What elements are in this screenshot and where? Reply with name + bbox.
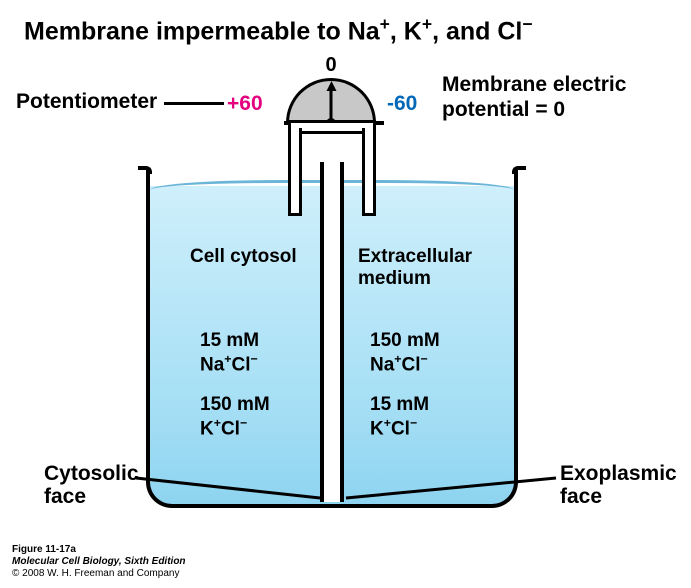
exo-face-l1: Exoplasmic — [560, 462, 677, 485]
gauge-lead-v-right — [362, 128, 376, 170]
extracellular-heading: Extracellular medium — [358, 246, 472, 290]
right-kcl: 15 mMK+Cl− — [370, 394, 429, 440]
gauge-plus60: +60 — [227, 92, 263, 116]
exo-face-l2: face — [560, 485, 602, 508]
copyright: © 2008 W. H. Freeman and Company — [12, 568, 186, 580]
right-nacl: 150 mMNa+Cl− — [370, 330, 440, 376]
gauge-lead-mid — [309, 120, 355, 134]
mep-line2: potential = 0 — [442, 98, 565, 121]
extracellular-l2: medium — [358, 268, 431, 289]
extracellular-l1: Extracellular — [358, 246, 472, 267]
beaker-lip-left — [138, 166, 152, 174]
electrode-right — [362, 168, 376, 216]
gauge-zero-label: 0 — [325, 54, 336, 77]
mep-line1: Membrane electric — [442, 73, 626, 96]
diagram-title: Membrane impermeable to Na+, K+, and Cl− — [24, 14, 533, 46]
cyto-face-l1: Cytosolic — [44, 462, 139, 485]
cytosol-heading: Cell cytosol — [190, 246, 297, 268]
potentiometer-label: Potentiometer — [16, 90, 157, 114]
beaker-lip-right — [512, 166, 526, 174]
book-title: Molecular Cell Biology, Sixth Edition — [12, 556, 186, 568]
figure-footer: Figure 11-17a Molecular Cell Biology, Si… — [12, 544, 186, 580]
gauge-lead-v-left — [288, 128, 302, 170]
left-nacl: 15 mMNa+Cl− — [200, 330, 259, 376]
potentiometer-leader-line — [164, 102, 224, 105]
figure-number: Figure 11-17a — [12, 544, 186, 556]
membrane-potential-label: Membrane electric potential = 0 — [442, 72, 626, 122]
exoplasmic-face-label: Exoplasmic face — [560, 462, 677, 508]
membrane-divider — [320, 162, 344, 502]
cyto-face-l2: face — [44, 485, 86, 508]
gauge-dial — [286, 78, 376, 123]
gauge-minus60: -60 — [387, 92, 417, 116]
cytosolic-face-label: Cytosolic face — [44, 462, 139, 508]
potentiometer-gauge: 0 — [276, 58, 386, 123]
left-kcl: 150 mMK+Cl− — [200, 394, 270, 440]
electrode-left — [288, 168, 302, 216]
